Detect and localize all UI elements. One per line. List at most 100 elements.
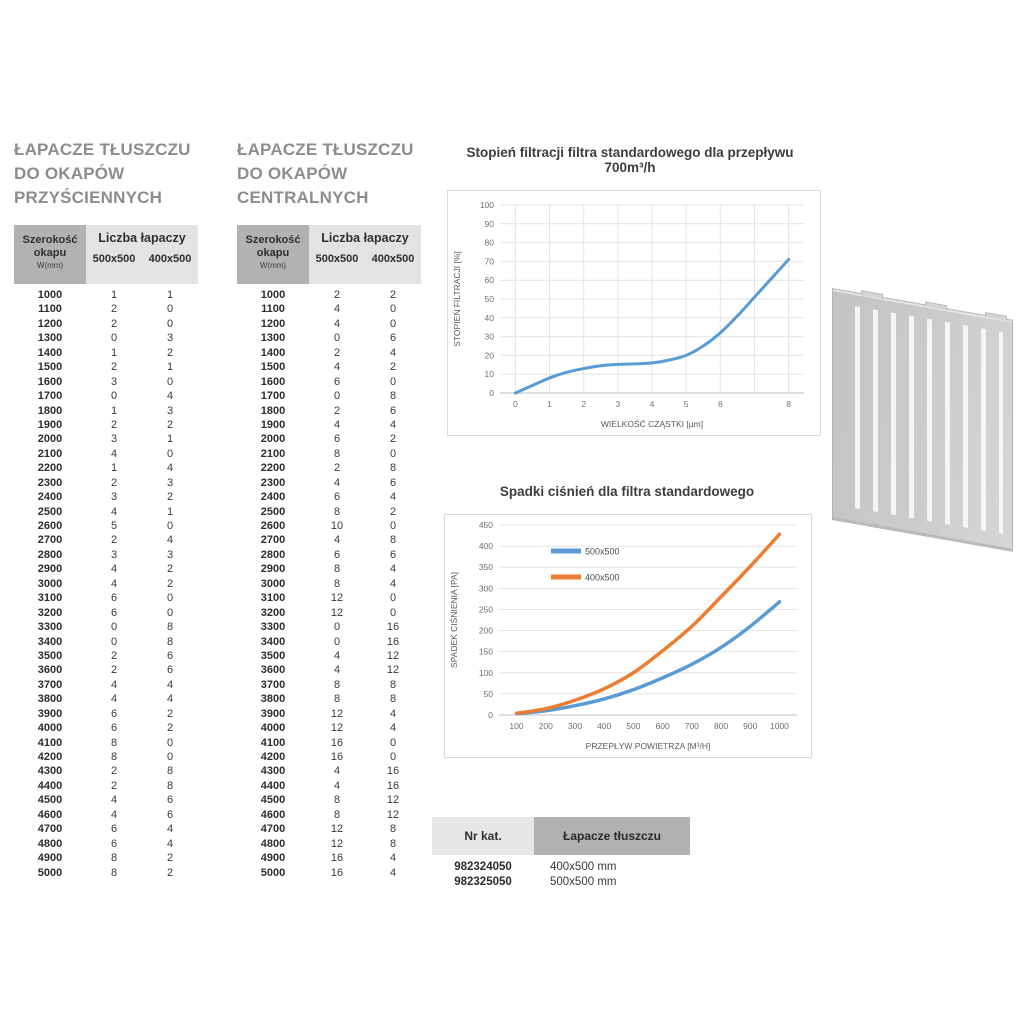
table-cell: 4900 (260, 852, 286, 865)
table-cell: 1600 (260, 375, 286, 388)
table-cell: 4 (333, 361, 341, 374)
table-row: 3000 4 2 (14, 577, 198, 591)
table-cell: 0 (389, 751, 397, 763)
table-cell: 6 (333, 491, 341, 504)
table-cell: 4 (110, 678, 118, 691)
table-row: 1200 4 0 (237, 317, 421, 331)
table-cell: 6 (110, 722, 118, 735)
table-cell: 4200 (260, 751, 286, 763)
table-cell: 8 (333, 794, 341, 807)
table-cell: 2 (110, 534, 118, 547)
svg-text:0: 0 (488, 710, 493, 720)
table-cell: 4 (166, 823, 174, 836)
filter-tab-graphic (985, 311, 1007, 321)
table-cell: 12 (330, 823, 344, 836)
table-cell: 8 (333, 447, 341, 460)
table-row: 4000 12 4 (237, 721, 421, 735)
svg-text:100: 100 (479, 668, 493, 678)
table-cell: 4 (333, 649, 341, 662)
table-row: 1800 1 3 (14, 404, 198, 418)
table-cell: 2 (110, 418, 118, 431)
table-row: 1700 0 8 (237, 389, 421, 403)
table-cell: 12 (330, 837, 344, 850)
filtration-chart-title: Stopień filtracji filtra standardowego d… (466, 145, 794, 175)
table-row: 2400 6 4 (237, 490, 421, 504)
table-cell: 3200 (37, 606, 63, 619)
table-cell: 0 (333, 621, 341, 634)
table-cell: 1200 (260, 317, 286, 330)
hood-width-header-cell: Szerokość okapu W(mm) (14, 225, 86, 284)
table-cell: 2600 (37, 520, 63, 532)
table-cell: 0 (166, 520, 174, 532)
table-row: 3600 4 12 (237, 663, 421, 677)
svg-text:50: 50 (485, 294, 495, 304)
table-row: 4400 4 16 (237, 779, 421, 793)
table-cell: 2800 (37, 548, 63, 561)
svg-text:8: 8 (786, 399, 791, 409)
table-cell: 8 (333, 693, 341, 706)
table-cell: 4 (333, 779, 341, 792)
table-row: 3500 2 6 (14, 649, 198, 663)
svg-text:40: 40 (485, 313, 495, 323)
table-row: 3000 8 4 (237, 577, 421, 591)
catalog-table-body: 982324050 400x500 mm 982325050 500x500 mm (432, 860, 690, 890)
table-row: 3300 0 8 (14, 620, 198, 634)
table-cell: 4000 (260, 722, 286, 735)
table-row: 4600 8 12 (237, 808, 421, 822)
catcher-count-header-cell: Liczba łapaczy 500x500 400x500 (309, 225, 421, 284)
table-cell: 2 (110, 664, 118, 677)
table-cell: 1 (166, 361, 174, 374)
table-cell: 4400 (37, 779, 63, 792)
svg-text:400: 400 (479, 541, 493, 551)
table-cell: 4900 (37, 852, 63, 865)
table-cell: 4 (333, 418, 341, 431)
table-cell: 2400 (260, 491, 286, 504)
table-row: 4700 12 8 (237, 822, 421, 836)
table-cell: 1900 (37, 418, 63, 431)
table-cell: 2 (110, 649, 118, 662)
table-cell: 12 (386, 808, 400, 821)
table-row: 4900 16 4 (237, 851, 421, 865)
table-cell: 2 (333, 404, 341, 417)
table-cell: 1100 (38, 303, 62, 316)
table-cell: 8 (110, 852, 118, 865)
catalog-number-table: Nr kat. Łapacze tłuszczu 982324050 400x50… (432, 817, 690, 890)
table-cell: 8 (389, 678, 397, 691)
table-cell: 0 (389, 303, 397, 316)
table-row: 4400 2 8 (14, 779, 198, 793)
table-row: 4800 6 4 (14, 837, 198, 851)
table-cell: 3700 (37, 678, 63, 691)
catalog-table-header: Nr kat. Łapacze tłuszczu (432, 817, 690, 855)
table-cell: 1 (166, 289, 174, 301)
table-cell: 2 (166, 346, 174, 359)
table-row: 3100 6 0 (14, 591, 198, 605)
table-cell: 6 (166, 664, 174, 677)
table-cell: 2 (389, 361, 397, 374)
table-row: 2700 2 4 (14, 533, 198, 547)
table-cell: 4600 (37, 808, 63, 821)
table-row: 4200 16 0 (237, 750, 421, 764)
table-row: 3700 8 8 (237, 678, 421, 692)
table-row: 1600 3 0 (14, 375, 198, 389)
table-cell: 3400 (37, 635, 63, 648)
table-cell: 4000 (37, 722, 63, 735)
svg-text:10: 10 (485, 369, 495, 379)
table-cell: 0 (110, 390, 118, 403)
table-row: 4500 4 6 (14, 793, 198, 807)
table-cell: 8 (389, 462, 397, 475)
table-cell: 12 (330, 606, 344, 619)
table-header: Szerokość okapu W(mm) Liczba łapaczy 500… (14, 225, 198, 284)
table-cell: 2 (166, 418, 174, 431)
svg-text:500: 500 (626, 721, 640, 731)
pressure-drop-chart-title: Spadki ciśnień dla filtra standardowego (499, 484, 755, 499)
table-cell: 12 (330, 592, 344, 605)
svg-text:2: 2 (581, 399, 586, 409)
table-row: 3500 4 12 (237, 649, 421, 663)
table-row: 2500 8 2 (237, 505, 421, 519)
table-cell: 16 (386, 765, 400, 778)
table-row: 3200 12 0 (237, 606, 421, 620)
table-cell: 3500 (260, 649, 286, 662)
table-cell: 4 (166, 462, 174, 475)
table-cell: 8 (389, 534, 397, 547)
table-cell: 16 (330, 736, 344, 749)
